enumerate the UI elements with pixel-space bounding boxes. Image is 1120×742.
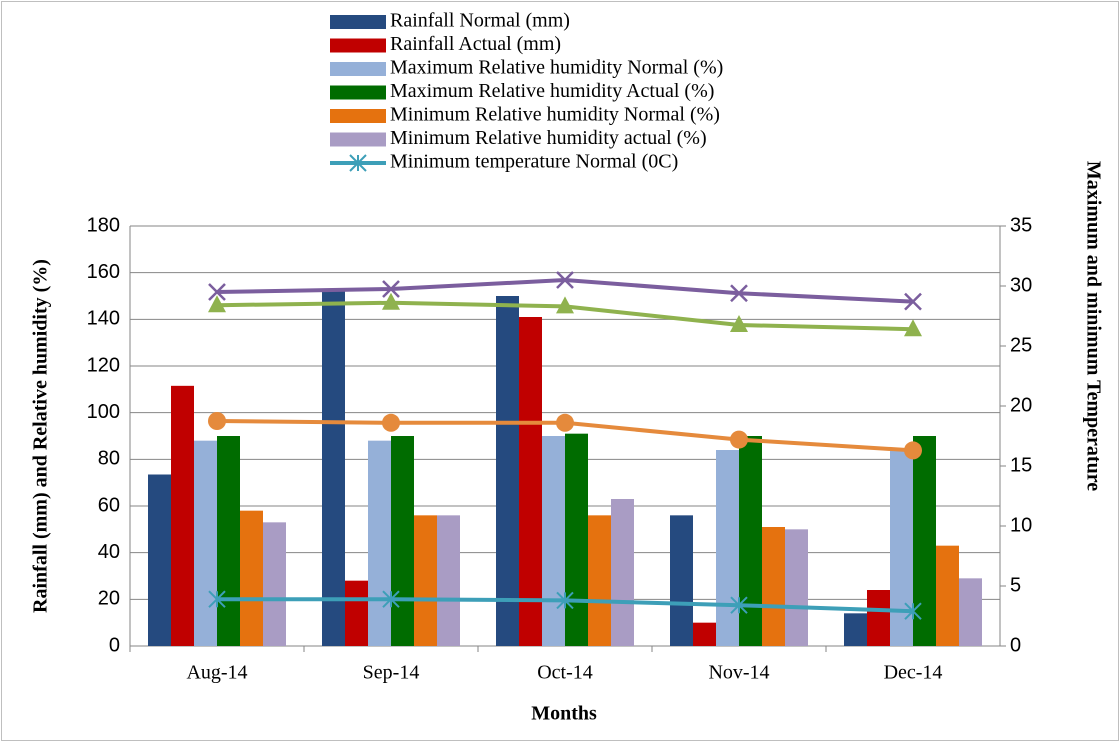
legend-label: Rainfall Actual (mm) — [390, 33, 561, 55]
y2-tick-label: 0 — [1010, 634, 1021, 656]
y-tick-label: 160 — [87, 261, 120, 283]
bar — [194, 440, 217, 646]
y-axis-label: Rainfall (mm) and Relative humidity (%) — [30, 259, 52, 613]
y2-tick-label: 5 — [1010, 574, 1021, 596]
marker — [730, 315, 748, 332]
marker — [382, 413, 400, 432]
bar — [670, 515, 693, 646]
bar — [844, 613, 867, 646]
y-tick-label: 180 — [87, 214, 120, 236]
x-tick-label: Sep-14 — [363, 662, 420, 684]
y2-axis-label: Maximum and minimum Temperature — [1082, 161, 1104, 491]
bar — [959, 578, 982, 646]
bar — [240, 510, 263, 646]
bar — [542, 436, 565, 646]
bar — [716, 450, 739, 646]
legend-swatch — [330, 132, 386, 147]
x-tick-label: Oct-14 — [537, 662, 593, 684]
bar — [762, 527, 785, 646]
bar — [391, 436, 414, 646]
bar — [496, 296, 519, 646]
legend-swatch — [330, 15, 386, 29]
bar — [414, 515, 437, 646]
bar — [217, 436, 240, 646]
bar — [588, 515, 611, 646]
marker — [904, 602, 922, 620]
legend-swatch — [330, 109, 386, 123]
x-axis-label: Months — [531, 703, 597, 725]
bar — [148, 474, 171, 646]
bar — [565, 433, 588, 646]
legend-label: Minimum Relative humidity actual (%) — [390, 127, 707, 149]
y2-tick-label: 15 — [1010, 454, 1032, 476]
marker — [730, 596, 748, 614]
legend-label: Maximum Relative humidity Actual (%) — [390, 80, 714, 102]
y-tick-label: 120 — [87, 354, 120, 376]
bar — [437, 515, 460, 646]
x-tick-label: Aug-14 — [186, 662, 247, 684]
marker — [904, 292, 922, 311]
bar — [936, 545, 959, 646]
legend-swatch — [330, 38, 386, 53]
y-tick-label: 80 — [98, 448, 120, 470]
y2-tick-label: 10 — [1010, 514, 1032, 536]
legend-label: Minimum Relative humidity Normal (%) — [390, 104, 720, 126]
bar — [693, 622, 716, 646]
bar — [890, 450, 913, 646]
x-tick-label: Dec-14 — [884, 662, 943, 684]
marker — [730, 430, 748, 449]
legend-label: Rainfall Normal (mm) — [390, 10, 570, 32]
y2-tick-label: 35 — [1010, 214, 1032, 236]
legend-swatch — [330, 62, 386, 76]
y-tick-label: 0 — [109, 634, 120, 656]
marker — [556, 591, 574, 610]
y2-tick-label: 20 — [1010, 394, 1032, 416]
bar — [368, 440, 391, 646]
x-tick-label: Nov-14 — [708, 662, 769, 684]
bar — [322, 291, 345, 646]
bar — [913, 436, 936, 646]
bar — [739, 436, 762, 646]
y2-tick-label: 30 — [1010, 274, 1032, 296]
y-tick-label: 20 — [98, 588, 120, 610]
y-tick-label: 140 — [87, 308, 120, 330]
bar — [611, 499, 634, 646]
legend-label: Minimum temperature Normal (0C) — [390, 151, 678, 173]
bar — [345, 580, 368, 646]
legend-marker — [349, 154, 367, 172]
marker — [208, 412, 226, 430]
marker — [904, 319, 922, 337]
marker — [556, 296, 574, 314]
bar — [785, 529, 808, 646]
y2-tick-label: 25 — [1010, 334, 1032, 356]
marker — [904, 441, 922, 460]
y-tick-label: 60 — [98, 494, 120, 516]
legend-label: Maximum Relative humidity Normal (%) — [390, 57, 723, 79]
marker — [208, 283, 226, 301]
legend-swatch — [330, 85, 386, 100]
marker — [556, 413, 574, 432]
marker — [208, 295, 226, 313]
marker — [382, 590, 400, 608]
bar — [519, 317, 542, 646]
marker — [208, 590, 226, 608]
marker — [730, 284, 748, 303]
bar — [171, 385, 194, 646]
y-tick-label: 40 — [98, 541, 120, 563]
y-tick-label: 100 — [87, 401, 120, 423]
bar — [867, 590, 890, 646]
marker — [556, 271, 574, 289]
bar — [263, 522, 286, 646]
marker — [382, 292, 400, 310]
marker — [382, 280, 400, 298]
